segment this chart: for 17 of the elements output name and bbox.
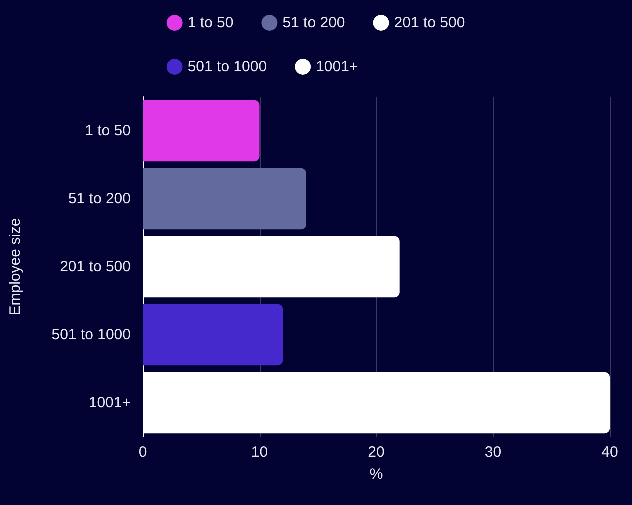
x-tick-label: 30 (484, 444, 502, 461)
legend-label: 501 to 1000 (188, 58, 268, 76)
y-tick-label: 1 to 50 (85, 122, 131, 140)
x-tick-label: 0 (138, 444, 148, 461)
y-axis-title: Employee size (7, 218, 24, 316)
legend-label: 1001+ (316, 58, 358, 76)
y-tick-label: 201 to 500 (60, 258, 131, 276)
x-tick-label: 20 (368, 444, 385, 461)
x-tick-label: 10 (251, 444, 268, 461)
y-tick-label: 51 to 200 (68, 190, 131, 208)
y-tick-label: 1001+ (88, 394, 132, 412)
legend-label: 1 to 50 (188, 14, 234, 32)
y-tick-label: 501 to 1000 (52, 326, 131, 344)
x-axis-title: % (370, 466, 384, 483)
legend-label: 51 to 200 (282, 14, 346, 32)
legend-label: 201 to 500 (394, 14, 466, 32)
x-tick-label: 40 (602, 444, 618, 461)
